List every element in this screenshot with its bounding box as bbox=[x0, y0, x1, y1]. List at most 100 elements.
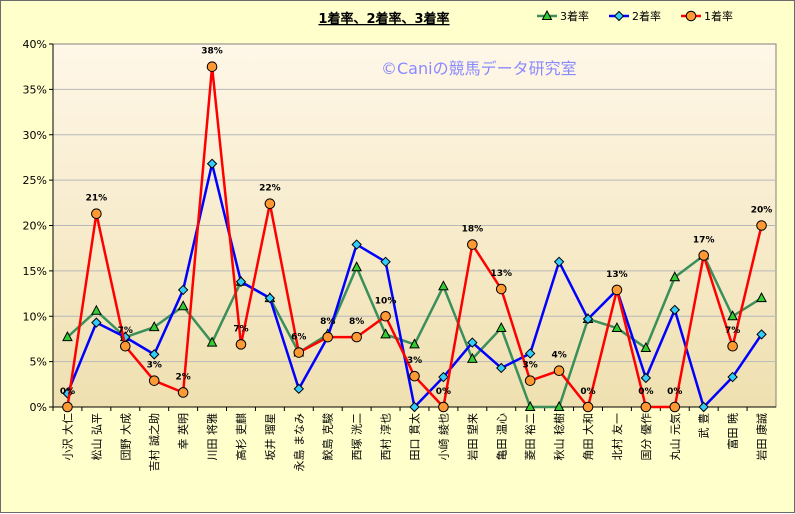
marker-triangle bbox=[553, 400, 565, 411]
x-tick-label: 川田 将雅 bbox=[205, 413, 219, 461]
marker-circle bbox=[206, 61, 218, 72]
x-tick-label: 幸 英明 bbox=[176, 413, 190, 450]
marker-triangle bbox=[62, 331, 73, 342]
x-axis: 小沢 大仁 松山 弘平 団野 大成 吉村 誠之助 幸 英明 川田 将雅 高杉 吏麒 坂井 瑠星… bbox=[52, 407, 769, 472]
marker-circle bbox=[293, 347, 305, 358]
marker-circle bbox=[62, 401, 73, 413]
marker-circle bbox=[380, 310, 391, 322]
marker-diamond bbox=[553, 256, 565, 268]
y-tick-label: 25% bbox=[23, 174, 47, 187]
marker-triangle bbox=[467, 352, 478, 363]
gridlines bbox=[53, 88, 776, 363]
x-tick-label: 小沢 大仁 bbox=[60, 413, 74, 461]
marker-triangle bbox=[541, 9, 553, 20]
x-tick-label: 岩田 望来 bbox=[465, 413, 479, 461]
y-tick-label: 35% bbox=[23, 83, 47, 96]
marker-circle bbox=[120, 340, 131, 352]
x-tick-label: 丸山 元気 bbox=[668, 413, 682, 461]
x-tick-label: 角田 大和 bbox=[581, 413, 595, 461]
data-label: 7% bbox=[233, 324, 248, 334]
x-tick-label: 西塚 洸二 bbox=[350, 413, 364, 461]
marker-diamond bbox=[582, 313, 594, 325]
marker-triangle bbox=[380, 328, 391, 339]
marker-circle bbox=[235, 339, 247, 350]
marker-triangle bbox=[91, 304, 102, 315]
x-tick-label: 坂井 瑠星 bbox=[263, 413, 277, 461]
legend: 3着率 2着率 1着率 bbox=[537, 9, 733, 23]
data-label: 0% bbox=[667, 387, 682, 397]
marker-triangle bbox=[611, 321, 623, 333]
series-group bbox=[62, 61, 767, 413]
marker-triangle bbox=[351, 261, 362, 272]
x-tick-label: 北村 友一 bbox=[610, 413, 624, 461]
y-tick-label: 20% bbox=[23, 220, 47, 233]
marker-diamond bbox=[727, 371, 738, 383]
marker-circle bbox=[524, 375, 536, 386]
y-tick-label: 5% bbox=[30, 356, 47, 369]
marker-diamond bbox=[613, 10, 625, 22]
marker-diamond bbox=[380, 256, 391, 268]
x-tick-label: 松山 弘平 bbox=[89, 413, 103, 461]
data-label: 0% bbox=[436, 387, 451, 397]
marker-circle bbox=[409, 370, 420, 382]
series-triangle bbox=[62, 249, 767, 411]
x-tick-label: 亀田 温心 bbox=[494, 413, 508, 461]
data-label: 10% bbox=[375, 296, 397, 306]
marker-triangle bbox=[438, 280, 449, 291]
data-label: 3% bbox=[523, 361, 538, 371]
data-label: 0% bbox=[580, 387, 595, 397]
marker-triangle bbox=[495, 321, 507, 333]
marker-diamond bbox=[524, 348, 536, 359]
data-label: 2% bbox=[175, 372, 190, 382]
marker-triangle bbox=[206, 336, 218, 347]
marker-circle bbox=[438, 401, 449, 413]
marker-triangle bbox=[148, 321, 160, 332]
marker-circle bbox=[495, 283, 507, 295]
x-tick-label: 菱田 裕二 bbox=[524, 413, 537, 461]
marker-circle bbox=[640, 401, 652, 413]
marker-diamond bbox=[235, 276, 247, 287]
data-label: 13% bbox=[490, 269, 512, 279]
marker-circle bbox=[351, 331, 362, 343]
marker-diamond bbox=[91, 317, 102, 328]
marker-triangle bbox=[409, 338, 420, 349]
marker-diamond bbox=[438, 371, 449, 383]
data-label: 3% bbox=[147, 361, 162, 371]
x-tick-label: 高杉 吏麒 bbox=[234, 413, 248, 461]
marker-diamond bbox=[698, 401, 709, 413]
x-tick-label: 永島 まなみ bbox=[292, 413, 306, 472]
x-tick-label: 秋山 稔樹 bbox=[552, 413, 566, 461]
data-label: 6% bbox=[291, 333, 306, 343]
data-labels: 0% 21% 7% 3% 2% 38% 7% 22% 6% 8% 8% 10% 3% 0% 18% 13% 3%… bbox=[60, 47, 772, 397]
legend-label: 1着率 bbox=[704, 9, 733, 23]
y-tick-label: 10% bbox=[23, 310, 47, 323]
marker-circle bbox=[177, 387, 189, 398]
data-label: 20% bbox=[751, 206, 773, 216]
x-tick-label: 岩田 康誠 bbox=[755, 413, 769, 461]
data-label: 3% bbox=[407, 356, 422, 366]
marker-circle bbox=[698, 250, 710, 261]
marker-diamond bbox=[669, 304, 680, 316]
marker-circle bbox=[669, 401, 681, 413]
data-label: 4% bbox=[551, 351, 566, 361]
y-tick-label: 30% bbox=[23, 129, 47, 142]
marker-circle bbox=[756, 220, 767, 231]
marker-diamond bbox=[177, 284, 189, 296]
data-label: 18% bbox=[462, 225, 484, 235]
chart-title: 1着率、2着率、3着率 bbox=[318, 11, 449, 27]
data-label: 8% bbox=[349, 317, 364, 327]
marker-diamond bbox=[293, 383, 305, 395]
y-tick-label: 15% bbox=[23, 265, 47, 278]
y-axis: 0% 5% 10% 15% 20% 25% 30% 35% 40% bbox=[23, 38, 776, 414]
x-tick-label: 小崎 綾也 bbox=[436, 413, 450, 461]
marker-diamond bbox=[756, 329, 767, 340]
legend-label: 3着率 bbox=[560, 9, 589, 23]
data-label: 0% bbox=[60, 387, 75, 397]
marker-circle bbox=[467, 239, 478, 250]
marker-triangle bbox=[669, 271, 681, 282]
data-label: 7% bbox=[725, 326, 740, 336]
data-label: 7% bbox=[118, 326, 133, 336]
x-tick-label: 西村 淳也 bbox=[379, 413, 393, 461]
